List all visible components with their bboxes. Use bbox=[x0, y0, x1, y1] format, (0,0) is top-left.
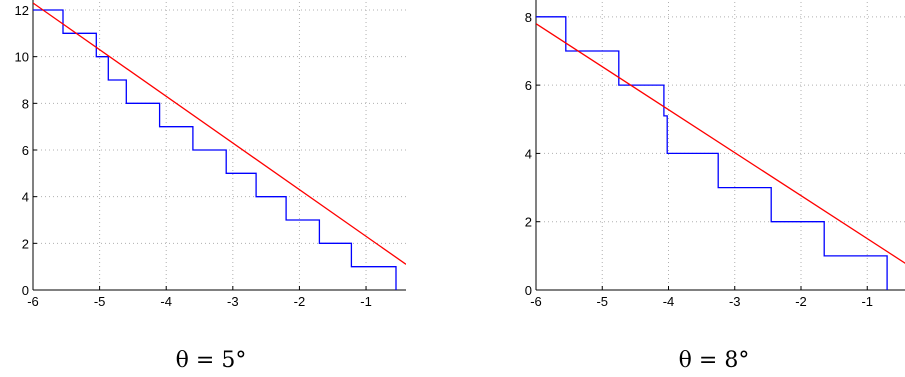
fit-line bbox=[33, 2, 406, 265]
y-tick-label: 4 bbox=[525, 146, 532, 161]
y-tick-label: 6 bbox=[525, 78, 532, 93]
y-tick-label: 2 bbox=[22, 236, 29, 251]
y-tick-label: 10 bbox=[15, 50, 29, 65]
x-tick-label: -1 bbox=[861, 294, 873, 309]
fit-line bbox=[536, 23, 905, 264]
y-tick-label: 6 bbox=[22, 143, 29, 158]
x-tick-label: -2 bbox=[294, 294, 306, 309]
x-tick-label: -2 bbox=[795, 294, 807, 309]
step-series bbox=[536, 16, 888, 290]
x-tick-label: -6 bbox=[27, 294, 39, 309]
x-tick-label: -3 bbox=[729, 294, 741, 309]
chart-right: -6 -5 -4 -3 -2 -1 0 2 4 6 8 bbox=[525, 0, 905, 309]
y-tick-label: 8 bbox=[22, 96, 29, 111]
x-tick-label: -6 bbox=[530, 294, 542, 309]
caption-left: θ = 5° bbox=[176, 348, 247, 373]
y-tick-label: 8 bbox=[525, 10, 532, 25]
caption-right: θ = 8° bbox=[679, 348, 750, 373]
x-tick-label: -4 bbox=[663, 294, 675, 309]
y-tick-label: 0 bbox=[22, 283, 29, 298]
x-tick-label: -5 bbox=[596, 294, 608, 309]
y-tick-label: 0 bbox=[525, 283, 532, 298]
y-tick-label: 4 bbox=[22, 190, 29, 205]
x-tick-label: -4 bbox=[160, 294, 172, 309]
y-tick-label: 12 bbox=[15, 3, 29, 18]
chart-left: -6 -5 -4 -3 -2 -1 0 2 4 6 8 10 12 bbox=[15, 0, 406, 309]
y-tick-label: 2 bbox=[525, 215, 532, 230]
x-tick-label: -3 bbox=[227, 294, 239, 309]
x-tick-label: -1 bbox=[360, 294, 372, 309]
x-tick-label: -5 bbox=[94, 294, 106, 309]
step-series bbox=[33, 9, 397, 290]
